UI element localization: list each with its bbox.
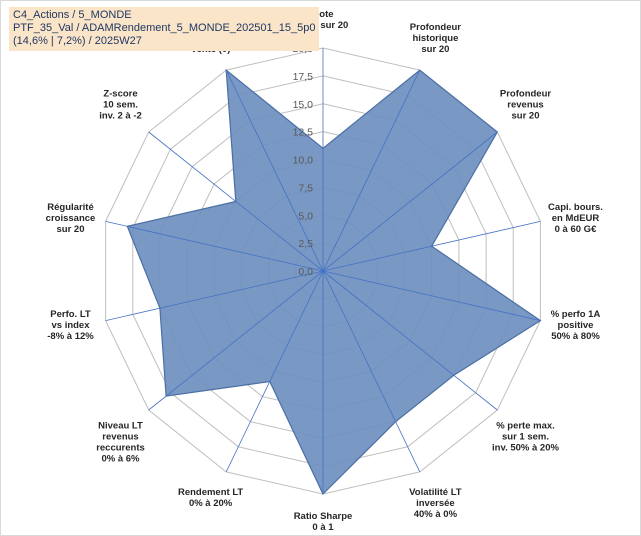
spokes-group xyxy=(105,48,541,494)
tick-label: 10,0 xyxy=(293,155,314,167)
axis-spoke xyxy=(322,270,421,473)
tick-label: 15,0 xyxy=(293,99,314,111)
tick-label: 5,0 xyxy=(298,210,313,222)
tick-label: 7,5 xyxy=(298,182,313,194)
category-label: Z-score 10 sem. inv. 2 à -2 xyxy=(99,89,142,122)
header-line-2: PTF_35_Val / ADAMRendement_5_MONDE_20250… xyxy=(13,22,316,34)
axis-spoke xyxy=(225,69,324,272)
axis-spoke xyxy=(105,270,324,321)
header-line-1: C4_Actions / 5_MONDE xyxy=(13,9,132,21)
category-label: Rendement LT 0% à 20% xyxy=(178,487,243,509)
tick-label: 0,0 xyxy=(298,266,313,278)
category-label: Niveau LT revenus reccurents 0% à 6% xyxy=(96,420,145,464)
axis-spoke xyxy=(322,131,498,272)
category-label: Capi. bours. en MdEUR 0 à 60 G€ xyxy=(548,202,603,235)
axis-spoke xyxy=(322,270,541,321)
category-label: Ratio Sharpe 0 à 1 xyxy=(294,511,353,533)
tick-label: 2,5 xyxy=(298,238,313,250)
category-label: Régularité croissance sur 20 xyxy=(46,202,96,235)
category-label: % perfo 1A positive 50% à 80% xyxy=(551,309,601,342)
axis-spoke xyxy=(225,270,324,473)
category-label: Perfo. LT vs index -8% à 12% xyxy=(47,309,94,342)
category-label: Volatilité LT inversée 40% à 0% xyxy=(409,487,462,520)
category-label: Profondeur revenus sur 20 xyxy=(500,89,551,122)
axis-spoke xyxy=(148,131,324,272)
axis-spoke xyxy=(148,270,324,411)
axis-spoke xyxy=(322,221,541,272)
axis-spoke xyxy=(322,69,421,272)
axis-spoke xyxy=(105,221,324,272)
category-label: Profondeur historique sur 20 xyxy=(410,22,461,55)
tick-label: 12,5 xyxy=(293,127,314,139)
tick-label: 17,5 xyxy=(293,71,314,83)
category-label: Note ESG sur 20 xyxy=(298,9,349,31)
header-line-3: (14,6% | 7,2%) / 2025W27 xyxy=(13,35,142,47)
category-label: % perte max. sur 1 sem. inv. 50% à 20% xyxy=(492,420,559,453)
chart-header: C4_Actions / 5_MONDE PTF_35_Val / ADAMRe… xyxy=(9,7,320,51)
axis-spoke xyxy=(322,270,498,411)
